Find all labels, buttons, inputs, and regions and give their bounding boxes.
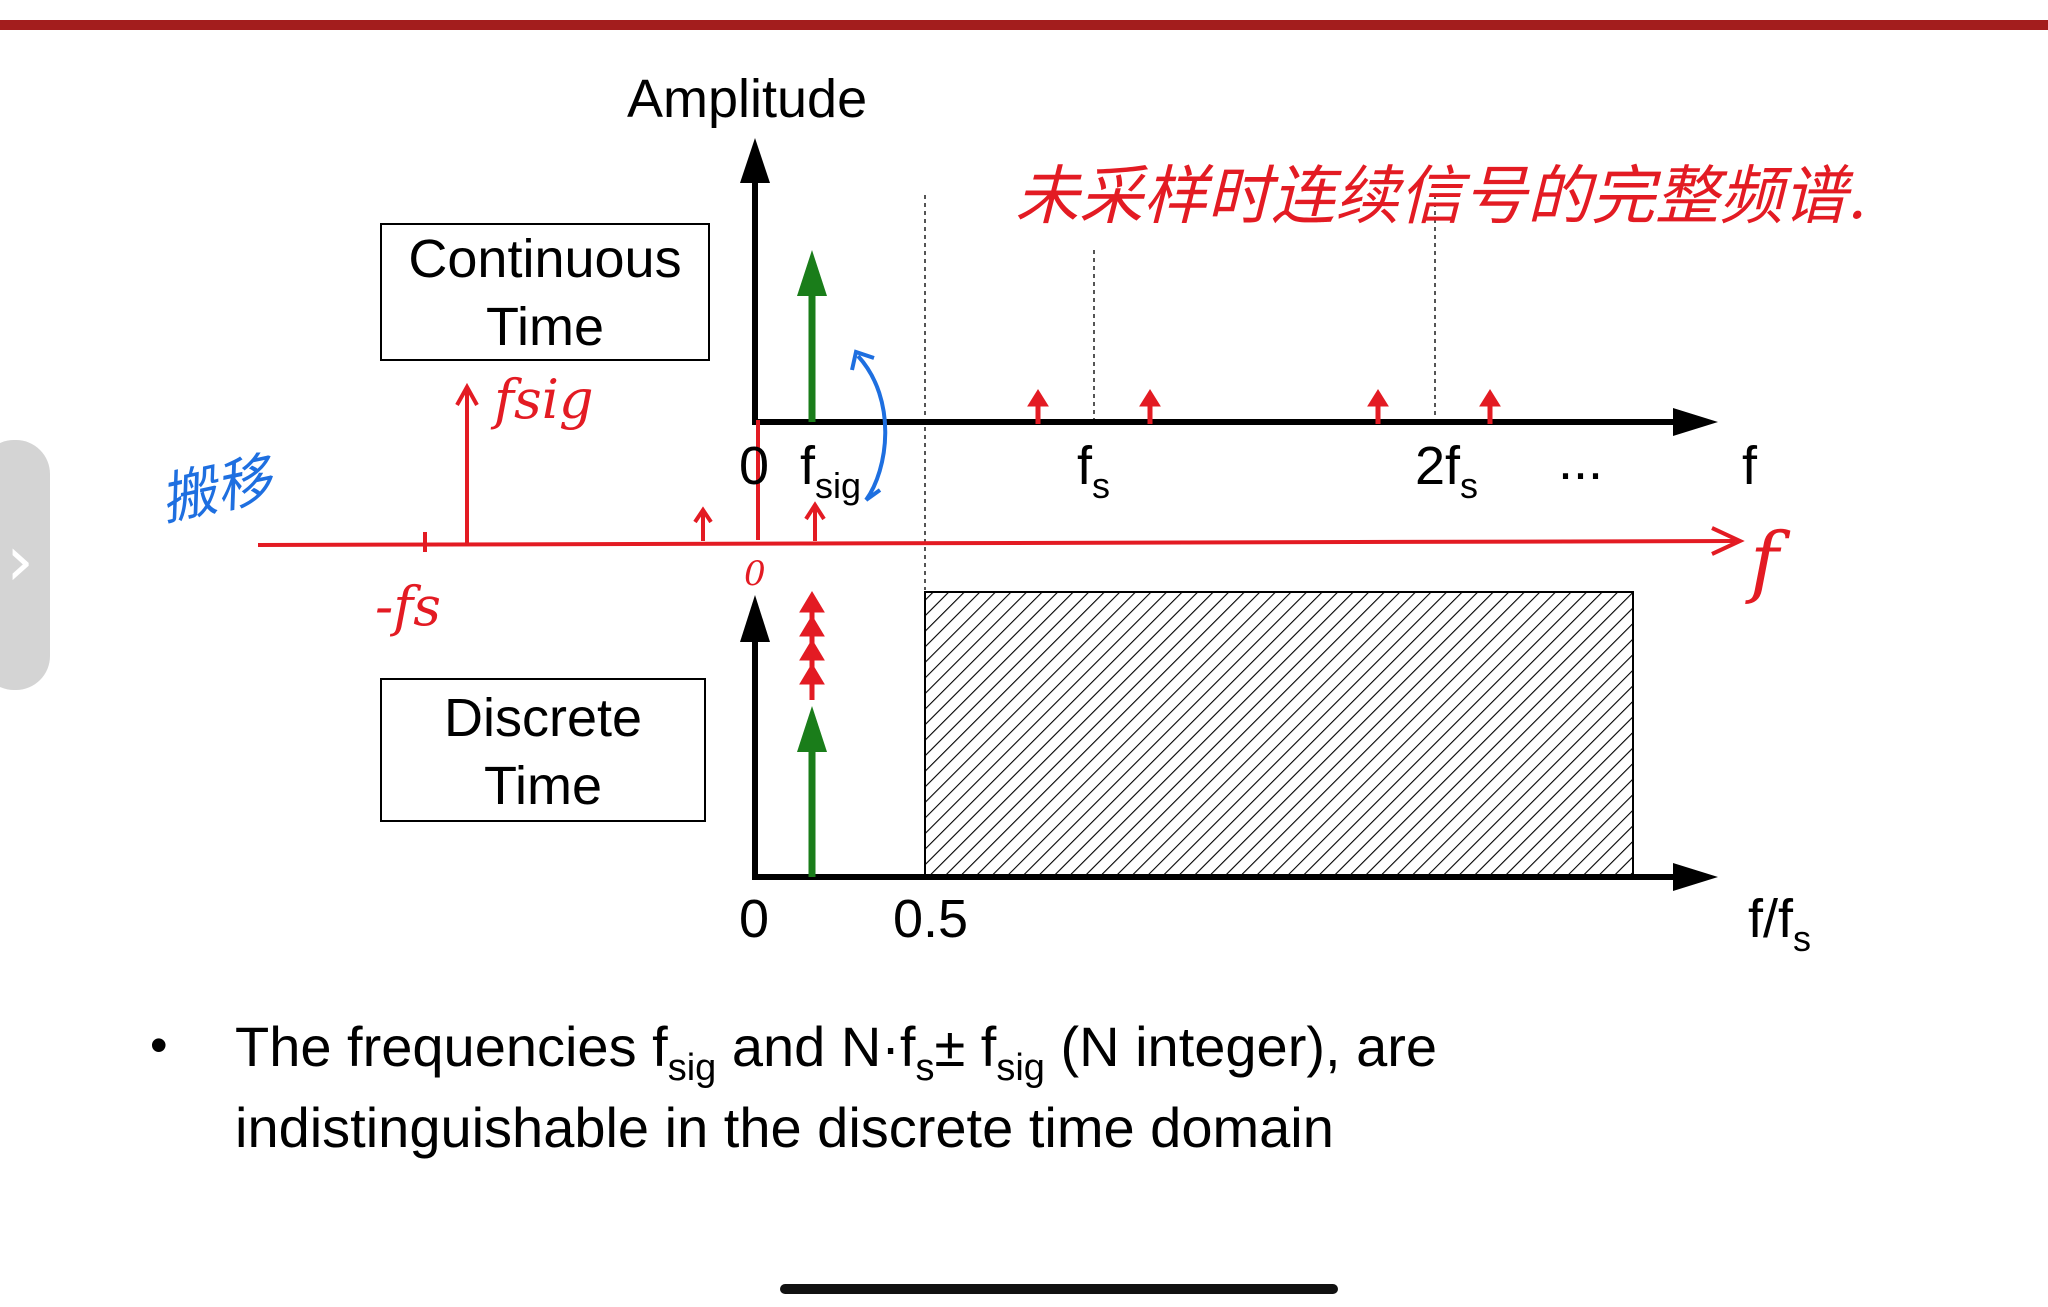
top-axis-fs: fs [1077,436,1111,506]
neg-fs-sig-arrowhead [455,382,479,406]
top-y-arrowhead [740,138,770,183]
hand-drawn-f-axis [257,539,1736,547]
chinese-note: 未采样时连续信号的完整频谱. [1015,160,1867,234]
bottom-axis-half: 0.5 [893,889,969,949]
top-x-arrowhead [1673,408,1718,436]
chevron-right-icon[interactable]: › [6,520,34,602]
bottom-x-arrowhead [1673,863,1718,891]
red-alias-arrows-top [1027,389,1501,424]
bullet-text: The frequencies fsig and N·fs± fsig (N i… [235,1010,1437,1165]
top-axis-2fs: 2fs [1415,436,1479,506]
bottom-axis-label: f/fs [1748,889,1812,959]
discrete-box-line2: Time [484,756,602,816]
continuous-box-line1: Continuous [408,229,682,289]
blue-move-arrowhead [850,349,875,371]
discrete-time-box: Discrete Time [380,678,706,822]
continuous-time-box: Continuous Time [380,223,710,361]
blue-move-note: 搬移 [154,446,282,534]
f-note: f [1745,517,1791,607]
bullet-line2: indistinguishable in the discrete time d… [235,1096,1334,1159]
hand-drawn-f-arrowhead [1711,526,1745,556]
bullet-line1: The frequencies fsig and N·fs± fsig (N i… [235,1015,1438,1089]
top-axis-ellipsis: ... [1558,431,1604,491]
fsig-note: fsig [490,368,594,431]
blue-move-arrow [856,354,888,502]
green-signal-arrowhead-top [797,250,827,296]
top-axis-zero: 0 [739,436,770,496]
bottom-y-arrowhead [740,595,770,642]
top-accent-bar [0,20,2048,30]
zero-note: 0 [744,554,766,594]
discrete-box-line1: Discrete [443,688,643,748]
hatched-excluded-region [924,591,1634,876]
top-axis-label: f [1742,436,1758,496]
home-indicator-bar[interactable] [780,1284,1338,1294]
top-axis-fsig: fsig [800,436,862,506]
green-signal-arrowhead-bottom [797,706,827,752]
bullet-dot: • [150,1017,168,1073]
stacked-red-alias-arrows [799,591,825,700]
side-panel-tab[interactable] [0,440,50,690]
continuous-box-line2: Time [486,297,604,357]
amplitude-label: Amplitude [627,69,868,129]
bottom-axis-zero: 0 [739,889,770,949]
neg-fs-note: -fs [375,575,441,638]
